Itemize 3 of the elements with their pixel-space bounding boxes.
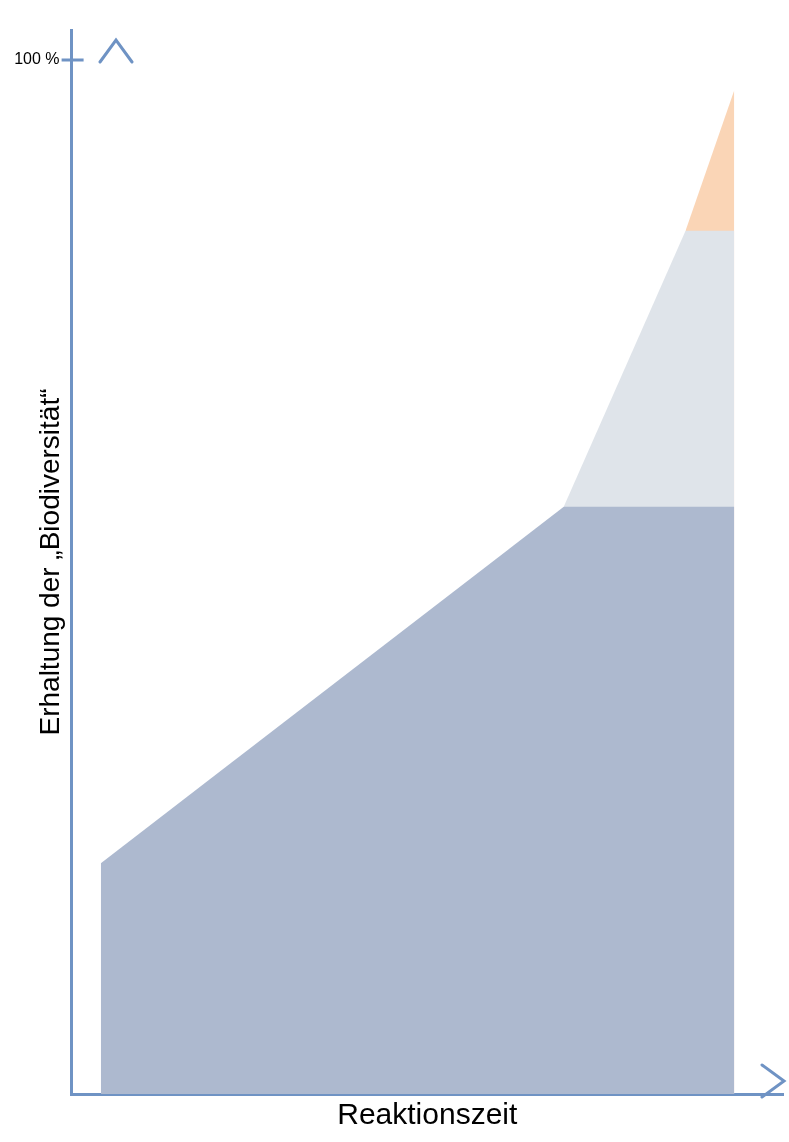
y-axis-title: Erhaltung der „Biodiversität“ — [33, 388, 65, 736]
x-axis-title: Reaktionszeit — [337, 1097, 519, 1131]
text: 100 % — [14, 50, 60, 68]
